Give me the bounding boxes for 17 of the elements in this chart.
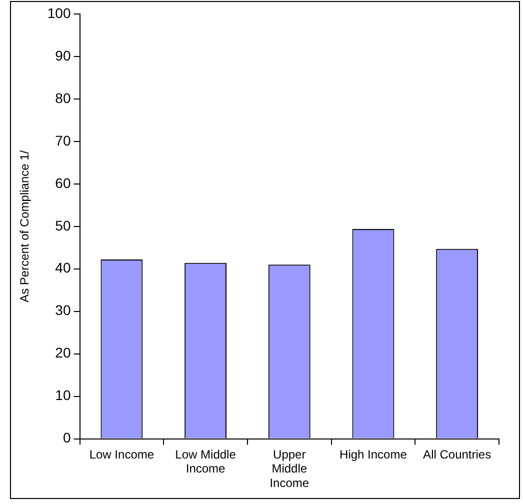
y-tick-label: 20: [55, 344, 71, 361]
y-axis-title: As Percent of Compliance 1/: [18, 150, 32, 302]
x-tick-label: Upper Middle Income: [270, 447, 310, 490]
y-tick-label: 100: [47, 4, 71, 21]
y-tick-label: 90: [55, 47, 71, 64]
y-tick-label: 40: [55, 260, 71, 276]
x-tick-label: High Income: [340, 447, 408, 462]
x-tick-label: Low Middle Income: [175, 447, 236, 476]
y-tick-label: 0: [62, 430, 71, 446]
y-tick-label: 60: [55, 174, 71, 191]
y-tick-label: 30: [55, 302, 71, 318]
y-tick-label: 70: [55, 132, 71, 148]
x-tick-label: All Countries: [423, 447, 492, 462]
y-tick-label: 80: [55, 90, 71, 106]
x-tick-label: Low Income: [89, 447, 154, 462]
y-tick-label: 50: [55, 217, 71, 234]
y-tick-label: 10: [55, 387, 71, 404]
